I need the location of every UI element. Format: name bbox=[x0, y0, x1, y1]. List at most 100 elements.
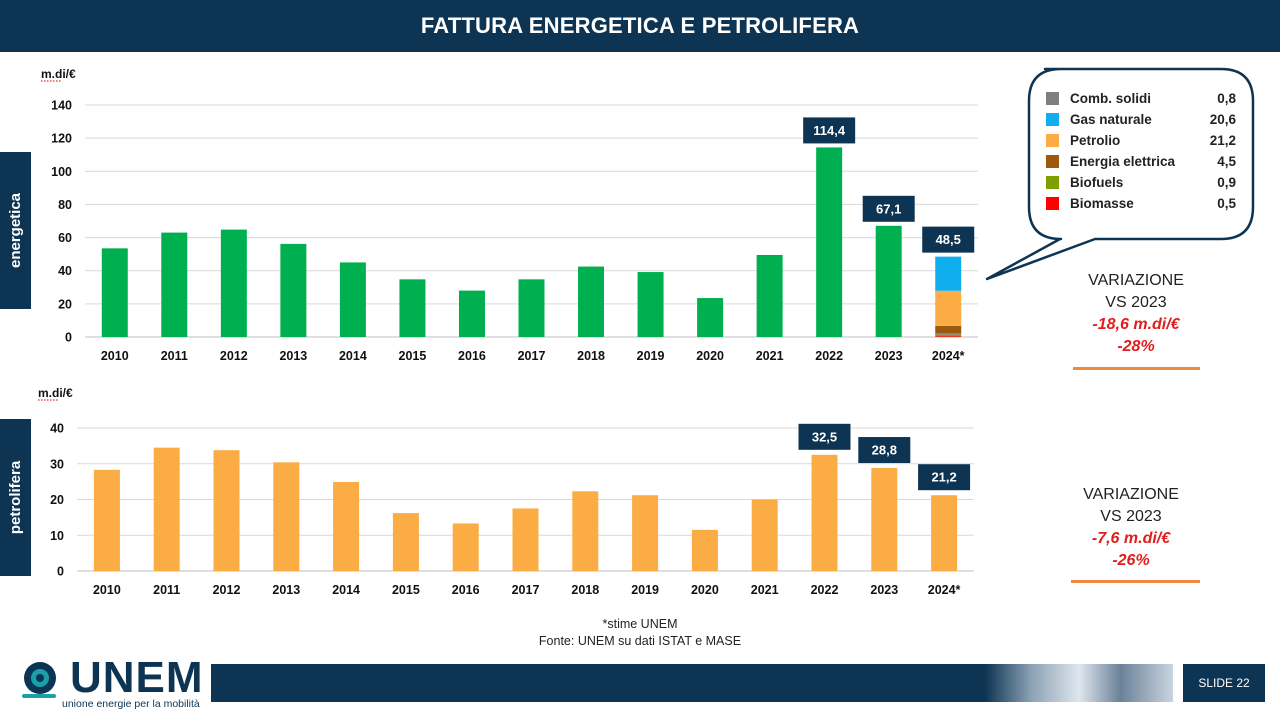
unit-label: m.di/€ bbox=[41, 67, 76, 81]
legend-label: Biofuels bbox=[1070, 175, 1124, 190]
legend-swatch bbox=[1046, 155, 1059, 168]
legend-value: 0,9 bbox=[1217, 175, 1236, 190]
x-tick-label: 2023 bbox=[875, 349, 903, 363]
variation-underline bbox=[1073, 367, 1200, 370]
x-tick-label: 2012 bbox=[220, 349, 248, 363]
x-tick-label: 2024* bbox=[928, 583, 961, 597]
y-tick-label: 0 bbox=[65, 331, 72, 345]
footnote-estimate: *stime UNEM bbox=[602, 617, 678, 631]
bar bbox=[691, 529, 718, 571]
bar bbox=[572, 491, 599, 571]
legend-swatch bbox=[1046, 176, 1059, 189]
bar bbox=[213, 450, 240, 571]
slide-number-label: SLIDE 22 bbox=[1198, 676, 1250, 690]
y-tick-label: 30 bbox=[50, 457, 64, 471]
y-tick-label: 120 bbox=[51, 132, 72, 146]
bar bbox=[871, 468, 898, 571]
logo-accent bbox=[22, 694, 56, 698]
logo-tagline: unione energie per la mobilità bbox=[62, 698, 200, 710]
x-tick-label: 2013 bbox=[279, 349, 307, 363]
x-tick-label: 2022 bbox=[815, 349, 843, 363]
unem-logo: UNEM unione energie per la mobilità bbox=[18, 656, 208, 710]
breakdown-legend: Comb. solidi 0,8 Gas naturale 20,6 Petro… bbox=[1046, 88, 1236, 214]
data-label: 28,8 bbox=[872, 443, 897, 458]
x-tick-label: 2021 bbox=[756, 349, 784, 363]
bar bbox=[578, 266, 605, 337]
variation-subtitle: VS 2023 bbox=[1100, 508, 1162, 525]
bar-segment bbox=[935, 256, 962, 291]
data-label-box bbox=[798, 423, 851, 450]
legend-item-petrolio: Petrolio 21,2 bbox=[1046, 130, 1236, 151]
data-label-box bbox=[803, 117, 856, 144]
side-tab-petrolifera: petrolifera bbox=[0, 419, 31, 576]
x-tick-label: 2010 bbox=[93, 583, 121, 597]
logo-wordmark: UNEM bbox=[70, 653, 204, 702]
y-tick-label: 20 bbox=[58, 297, 72, 311]
x-tick-label: 2010 bbox=[101, 349, 129, 363]
x-tick-label: 2014 bbox=[332, 583, 360, 597]
legend-item-biomasse: Biomasse 0,5 bbox=[1046, 193, 1236, 214]
variation-percent: -26% bbox=[1112, 552, 1150, 569]
x-tick-label: 2016 bbox=[452, 583, 480, 597]
legend-item-biofuels: Biofuels 0,9 bbox=[1046, 172, 1236, 193]
y-tick-label: 0 bbox=[57, 565, 64, 579]
bar bbox=[756, 254, 783, 337]
data-label: 67,1 bbox=[876, 201, 901, 216]
legend-swatch bbox=[1046, 197, 1059, 210]
x-tick-label: 2013 bbox=[272, 583, 300, 597]
legend-item-comb-solidi: Comb. solidi 0,8 bbox=[1046, 88, 1236, 109]
legend-swatch bbox=[1046, 134, 1059, 147]
bar bbox=[452, 523, 479, 571]
slide-title-text: FATTURA ENERGETICA E PETROLIFERA bbox=[420, 13, 860, 38]
side-tab-energetica: energetica bbox=[0, 152, 31, 309]
variation-panel-petrolifera: VARIAZIONE VS 2023 -7,6 m.di/€ -26% bbox=[1066, 484, 1196, 572]
bar-segment bbox=[935, 333, 962, 335]
y-tick-label: 40 bbox=[50, 422, 64, 436]
x-tick-label: 2021 bbox=[751, 583, 779, 597]
bar bbox=[751, 499, 778, 571]
unit-label: m.di/€ bbox=[38, 386, 73, 400]
x-tick-label: 2023 bbox=[870, 583, 898, 597]
legend-label: Petrolio bbox=[1070, 133, 1121, 148]
bar bbox=[153, 447, 180, 571]
legend-value: 0,8 bbox=[1217, 91, 1236, 106]
x-tick-label: 2018 bbox=[577, 349, 605, 363]
bar bbox=[931, 495, 958, 571]
x-tick-label: 2018 bbox=[571, 583, 599, 597]
bar bbox=[637, 272, 664, 337]
legend-value: 21,2 bbox=[1209, 133, 1236, 148]
bar bbox=[392, 513, 419, 571]
oil-bill-chart: m.di/€ 0 10 20 30 40 2010 2011 2012 2013 2014 2015 2… bbox=[38, 386, 974, 597]
footnote-source: Fonte: UNEM su dati ISTAT e MASE bbox=[538, 634, 742, 648]
y-tick-label: 60 bbox=[58, 231, 72, 245]
data-label-box bbox=[918, 464, 971, 491]
x-tick-label: 2016 bbox=[458, 349, 486, 363]
bar-segment bbox=[935, 334, 962, 337]
data-label: 48,5 bbox=[936, 232, 961, 247]
y-tick-label: 80 bbox=[58, 198, 72, 212]
variation-title: VARIAZIONE bbox=[1088, 272, 1184, 289]
data-label: 114,4 bbox=[813, 123, 846, 138]
legend-swatch bbox=[1046, 92, 1059, 105]
x-tick-label: 2017 bbox=[518, 349, 546, 363]
data-label: 21,2 bbox=[931, 470, 956, 485]
data-label: 32,5 bbox=[812, 429, 837, 444]
legend-label: Energia elettrica bbox=[1070, 154, 1176, 169]
x-tick-label: 2024* bbox=[932, 349, 965, 363]
bar bbox=[161, 232, 188, 337]
data-label-box bbox=[922, 226, 975, 253]
data-label-box bbox=[862, 195, 915, 222]
bar bbox=[93, 469, 120, 571]
bar bbox=[512, 508, 539, 571]
x-tick-label: 2020 bbox=[696, 349, 724, 363]
bar bbox=[875, 225, 902, 337]
unem-logo-mark-icon bbox=[24, 662, 56, 694]
bar bbox=[518, 279, 545, 337]
x-tick-label: 2020 bbox=[691, 583, 719, 597]
x-tick-label: 2019 bbox=[631, 583, 659, 597]
bar bbox=[458, 290, 485, 337]
x-tick-label: 2011 bbox=[153, 583, 180, 597]
legend-value: 4,5 bbox=[1217, 154, 1236, 169]
bar-segment bbox=[935, 325, 962, 334]
energy-bill-chart: m.di/€ 0 20 40 60 80 100 120 140 2010 2011 2012 2013… bbox=[41, 67, 978, 363]
